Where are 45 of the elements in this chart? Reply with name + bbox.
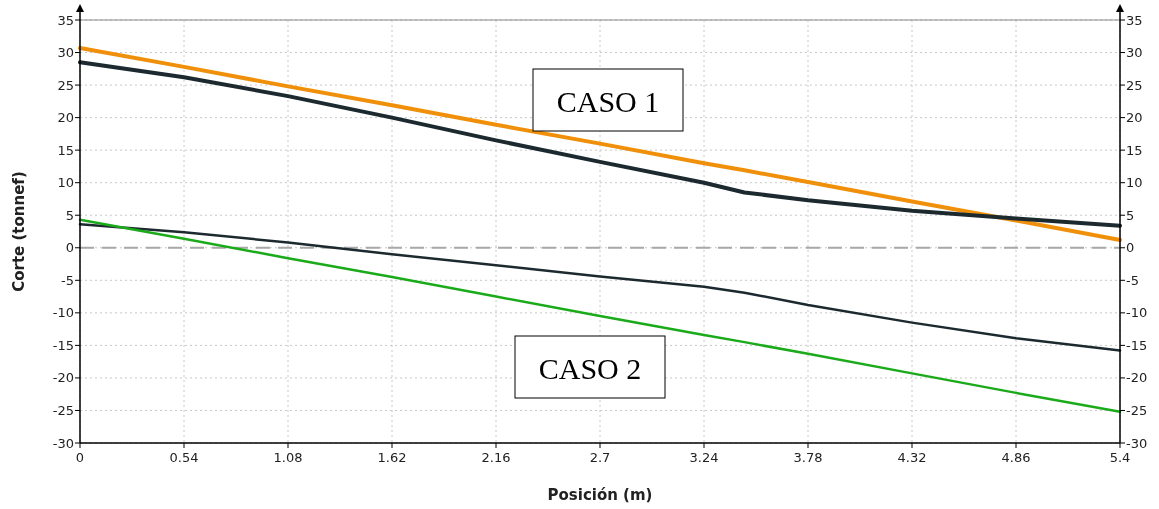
y-tick-label: -30 [52,435,74,451]
y2-tick-label: 35 [1126,12,1143,28]
y-tick-label: 35 [57,12,74,28]
y-axis-title: Corte (tonnef) [10,171,28,292]
y2-tick-label: -15 [1126,337,1148,353]
y2-tick-label: -30 [1126,435,1148,451]
y2-tick-label: 0 [1126,240,1135,256]
y-tick-label: 0 [65,240,74,256]
y-tick-label: 25 [57,77,74,93]
y-tick-label: 20 [57,110,74,126]
x-tick-label: 3.24 [689,450,719,465]
annotation: CASO 1 [556,84,660,118]
y-tick-label: 15 [57,142,74,158]
y2-tick-label: 20 [1126,110,1143,126]
x-tick-label: 2.16 [481,450,511,465]
y2-tick-label: -10 [1126,305,1148,321]
x-tick-label: 4.86 [1001,450,1031,465]
y2-tick-label: 10 [1126,175,1143,191]
y-tick-label: -25 [52,403,74,419]
x-tick-label: 2.7 [589,450,611,465]
x-tick-label: 0 [75,450,85,465]
line-series [78,223,1122,352]
y2-tick-label: -5 [1126,272,1139,288]
y2-tick-label: -25 [1126,403,1148,419]
y-tick-label: -15 [52,337,74,353]
x-tick-label: 5.4 [1109,450,1131,465]
y2-tick-label: 30 [1126,45,1143,61]
y2-tick-label: 15 [1126,142,1143,158]
x-axis-title: Posición (m) [547,486,653,504]
y2-tick-label: 25 [1126,77,1143,93]
x-tick-label: 1.08 [273,450,303,465]
y-tick-label: 5 [65,207,74,223]
y2-tick-label: -20 [1126,370,1148,386]
line-series [78,218,1122,414]
x-tick-label: 0.54 [169,450,199,465]
y-tick-label: -5 [61,272,74,288]
y-tick-label: 10 [57,175,74,191]
x-tick-label: 4.32 [897,450,927,465]
y-tick-label: 30 [57,45,74,61]
x-tick-label: 1.62 [377,450,407,465]
annotation: CASO 2 [538,351,642,385]
y-tick-label: -20 [52,370,74,386]
y-tick-label: -10 [52,305,74,321]
x-tick-label: 3.78 [793,450,823,465]
y2-tick-label: 5 [1126,207,1135,223]
